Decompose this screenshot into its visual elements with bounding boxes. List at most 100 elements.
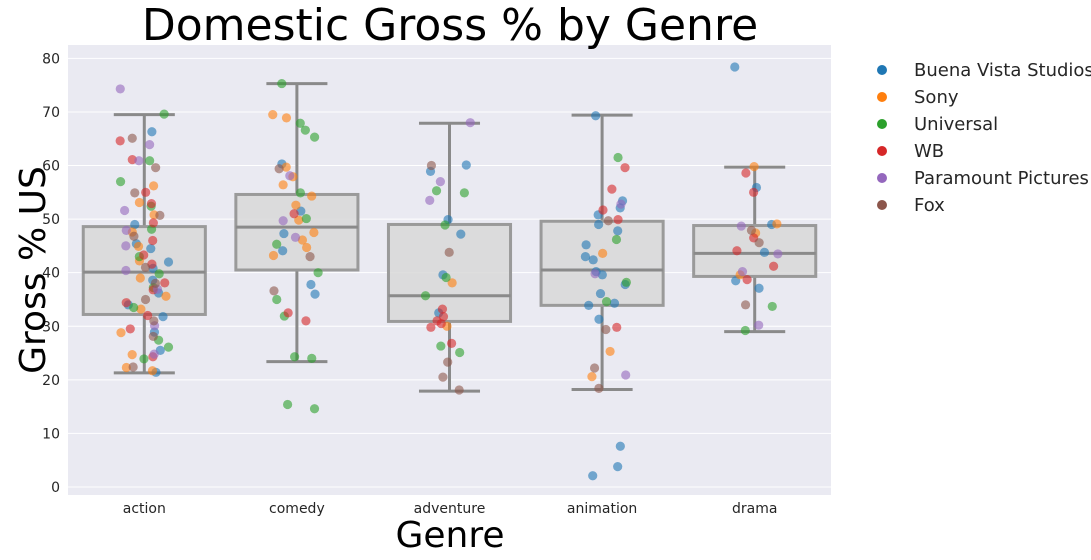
data-point [159,109,169,119]
y-tick-label: 80 [42,51,60,67]
y-tick-label: 60 [42,159,60,175]
data-point [307,191,317,201]
data-point [426,160,437,171]
x-tick-labels: action comedy adventure animation drama [123,501,778,517]
data-point [740,325,750,336]
data-point [149,181,159,191]
data-point [297,235,308,245]
data-point [160,278,170,288]
data-point [440,220,450,230]
x-tick-label: action [123,501,166,517]
data-point [121,298,131,308]
data-point [290,232,301,242]
data-point [281,162,291,172]
data-point [740,300,751,310]
data-point [754,238,764,248]
data-point [767,301,777,312]
legend-item: Buena Vista Studios [877,60,1091,81]
data-point [313,268,323,278]
data-point [145,156,155,166]
data-point [129,302,139,313]
legend-item: Sony [877,87,959,108]
data-point [272,294,282,305]
data-point [754,320,764,330]
data-point [295,118,305,128]
data-point [135,273,145,283]
data-point [588,471,598,481]
data-point [742,275,752,285]
data-point [590,269,600,279]
legend-marker [877,146,887,156]
data-point [307,353,317,363]
data-point [130,188,140,198]
data-point [158,312,168,322]
box-animation [539,113,665,391]
data-point [269,286,279,296]
data-point [147,366,158,376]
data-point [456,229,466,239]
data-point [274,164,284,174]
data-point [437,304,448,314]
legend-label: Buena Vista Studios [914,60,1091,81]
data-point [310,289,320,299]
data-point [130,219,140,230]
data-point [116,328,126,338]
data-point [455,347,465,358]
data-point [603,216,613,226]
data-point [127,350,137,360]
data-point [438,372,448,382]
data-point [615,441,625,451]
data-point [601,297,612,307]
data-point [140,294,151,305]
data-point [441,272,451,283]
data-point [620,163,630,173]
data-point [436,318,446,329]
data-point [431,186,442,196]
data-point [140,262,151,272]
data-point [115,136,125,146]
data-point [591,111,601,121]
data-point [749,162,759,172]
chart-title: Domestic Gross % by Genre [142,0,758,51]
data-point [121,225,131,235]
data-point [594,219,604,230]
data-point [613,226,623,236]
data-point [444,247,454,257]
data-point [148,331,158,342]
data-point [309,404,320,414]
data-point [732,246,742,256]
data-point [278,246,288,256]
legend-marker [877,65,887,75]
data-point [597,270,607,280]
data-point [607,184,617,194]
data-point [425,195,435,205]
data-point [281,113,292,123]
data-point [601,324,611,335]
data-point [134,156,144,166]
data-point [301,213,311,224]
data-point [125,324,135,334]
data-point [133,241,144,252]
data-point [121,241,131,251]
data-point [611,234,622,245]
box-adventure [386,121,513,393]
legend-label: Paramount Pictures [914,168,1089,189]
y-tick-label: 50 [42,212,60,228]
y-tick-label: 0 [51,480,60,496]
data-point [581,240,591,250]
data-point [769,261,779,271]
data-point [465,118,475,128]
legend-marker [877,173,887,183]
data-point [587,372,597,382]
data-point [302,242,312,253]
data-point [443,357,453,367]
data-point [146,198,157,209]
y-tick-label: 40 [42,266,60,282]
data-point [161,291,171,301]
box-plots [81,82,818,393]
data-point [149,349,159,359]
data-point [426,322,436,332]
data-point [300,125,310,135]
data-point [155,210,165,220]
